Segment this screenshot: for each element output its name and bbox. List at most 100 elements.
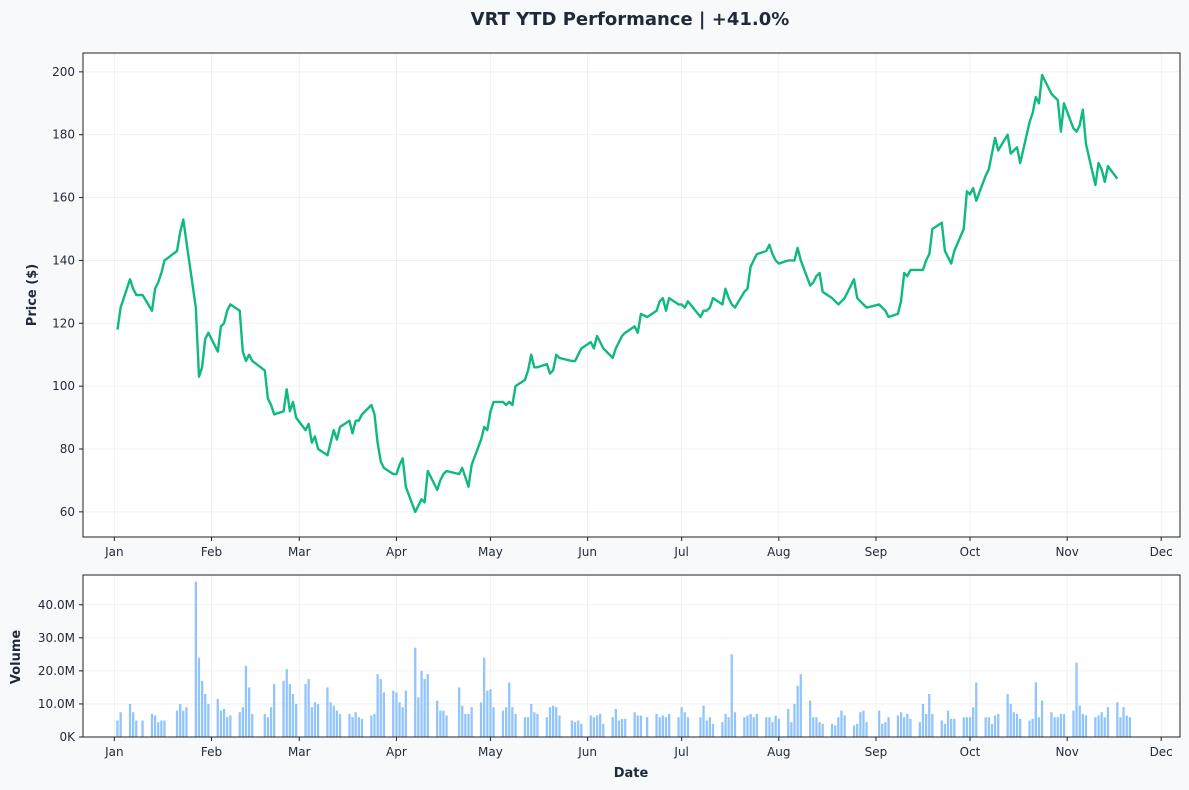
volume-bar <box>269 707 273 737</box>
volume-bar <box>489 689 492 737</box>
price-y-tick-label: 60 <box>60 505 75 519</box>
x-axis-title: Date <box>614 766 649 781</box>
volume-y-tick-label: 0K <box>59 730 76 744</box>
volume-bar <box>194 581 197 737</box>
volume-bar <box>401 707 404 737</box>
volume-bar <box>1006 694 1009 737</box>
volume-bar <box>928 694 931 737</box>
price-y-tick-label: 100 <box>52 379 75 393</box>
volume-bar <box>1050 712 1053 737</box>
volume-bar <box>132 712 135 737</box>
volume-bar <box>595 715 599 737</box>
volume-bar <box>724 713 727 737</box>
volume-bar <box>708 717 711 737</box>
volume-bar <box>470 707 473 737</box>
volume-bar <box>244 665 248 737</box>
volume-bar <box>765 717 768 737</box>
volume-bar <box>373 713 376 737</box>
volume-bar <box>573 722 577 737</box>
volume-bar <box>686 717 690 737</box>
volume-bar <box>295 703 298 737</box>
volume-bar <box>881 723 884 737</box>
volume-bar <box>119 712 122 737</box>
volume-bar <box>241 707 244 737</box>
price-x-tick-label: Sep <box>865 545 888 559</box>
volume-y-axis-title: Volume <box>9 630 24 685</box>
volume-y-tick-label: 10.0M <box>38 697 75 711</box>
volume-bar <box>617 720 621 737</box>
volume-bar <box>768 717 771 737</box>
volume-bar <box>592 717 595 737</box>
volume-bar <box>505 707 508 737</box>
volume-bar <box>1056 717 1059 737</box>
volume-bar <box>1009 703 1012 737</box>
volume-bar <box>486 690 489 737</box>
volume-bar <box>843 715 846 737</box>
volume-bar <box>884 722 887 737</box>
price-y-axis-title: Price ($) <box>25 264 40 326</box>
volume-bar <box>1040 700 1044 737</box>
volume-bar <box>743 717 746 737</box>
volume-bar <box>921 703 925 737</box>
volume-bar <box>1075 662 1078 737</box>
volume-y-tick-label: 30.0M <box>38 631 75 645</box>
volume-bar <box>899 712 903 737</box>
volume-bar <box>514 713 517 737</box>
volume-bar <box>925 713 928 737</box>
volume-bar <box>1015 713 1019 737</box>
price-x-axis: Jan Feb Mar Apr May Jun Jul Aug Sep Oct Nov Dec <box>104 537 1173 559</box>
volume-bar <box>975 682 978 737</box>
volume-bar <box>555 707 558 737</box>
volume-bar <box>282 680 285 737</box>
volume-bar <box>962 717 965 737</box>
volume-bar <box>840 710 843 737</box>
volume-bar <box>351 717 354 737</box>
volume-x-tick-label: Aug <box>767 745 790 759</box>
price-panel: 60 80 100 120 140 160 180 200 Jan Feb Mar Apr May Ju… <box>25 52 1181 559</box>
price-x-tick-label: Aug <box>767 545 790 559</box>
volume-bar <box>204 694 207 737</box>
volume-bar <box>702 705 705 737</box>
volume-bar <box>1100 712 1103 737</box>
volume-bar <box>464 713 467 737</box>
volume-bar <box>661 715 664 737</box>
volume-bar <box>128 703 132 737</box>
volume-x-tick-label: Jun <box>577 745 597 759</box>
volume-bar <box>1119 717 1122 737</box>
volume-bar <box>943 723 947 737</box>
volume-bar <box>291 694 295 737</box>
volume-bar <box>376 674 379 737</box>
volume-bar <box>705 720 708 737</box>
volume-bar <box>116 720 119 737</box>
price-x-tick-label: Feb <box>201 545 222 559</box>
volume-bar <box>787 708 790 737</box>
volume-bar <box>508 682 511 737</box>
volume-bar <box>1084 715 1088 737</box>
volume-x-tick-label: Jul <box>673 745 688 759</box>
volume-bar <box>965 717 968 737</box>
volume-bar <box>150 713 154 737</box>
volume-bar <box>501 710 505 737</box>
volume-bar <box>733 712 737 737</box>
volume-bar <box>135 720 138 737</box>
volume-bar <box>749 713 752 737</box>
volume-bar <box>354 712 357 737</box>
volume-bar <box>771 722 774 737</box>
volume-bar <box>436 700 439 737</box>
volume-bar <box>548 707 552 737</box>
volume-bar <box>483 657 486 737</box>
volume-bar <box>179 703 182 737</box>
volume-bar <box>310 707 313 737</box>
volume-bar <box>307 679 310 737</box>
volume-bar <box>940 720 943 737</box>
volume-bar <box>414 647 417 737</box>
volume-bar <box>680 707 683 737</box>
volume-bar <box>285 669 288 737</box>
volume-bar <box>859 712 862 737</box>
volume-bar <box>856 723 859 737</box>
volume-bar <box>379 679 382 737</box>
volume-bar <box>1094 717 1097 737</box>
volume-x-axis: Jan Feb Mar Apr May Jun Jul Aug Sep Oct Nov Dec <box>104 737 1173 759</box>
volume-bar <box>677 717 680 737</box>
